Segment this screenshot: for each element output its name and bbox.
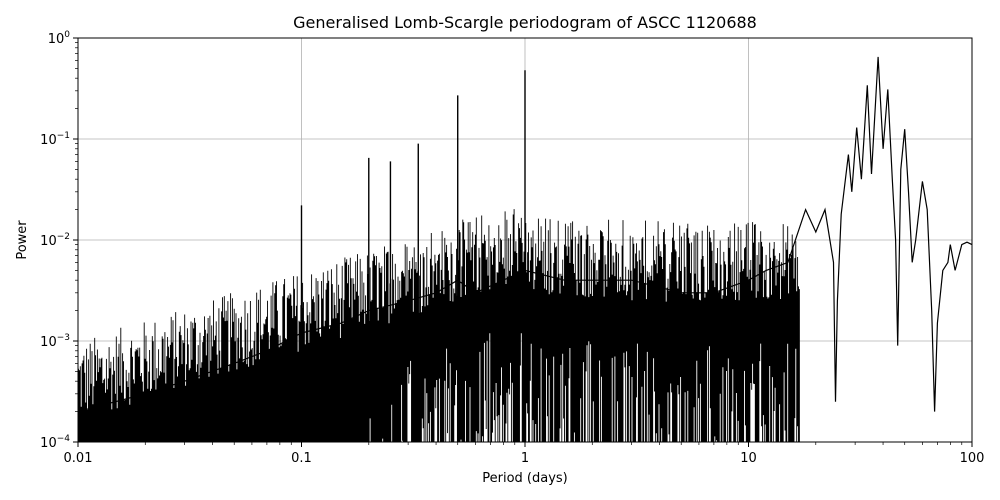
x-axis-label: Period (days) (482, 471, 568, 486)
x-tick-label: 100 (960, 451, 985, 466)
x-tick-label: 0.01 (64, 451, 93, 466)
y-tick-label: 10−4 (40, 434, 70, 451)
chart-title: Generalised Lomb-Scargle periodogram of … (293, 13, 757, 32)
y-axis-label: Power (15, 220, 30, 260)
y-tick-label: 100 (48, 30, 71, 47)
x-tick-label: 10 (740, 451, 757, 466)
periodogram-noise-forest (78, 209, 800, 442)
x-tick-label: 1 (521, 451, 529, 466)
y-tick-label: 10−3 (40, 333, 70, 350)
periodogram-line (77, 56, 973, 413)
y-axis-ticks: 10−4 10−3 10−2 10−1 100 (40, 30, 78, 451)
periodogram-peaks (300, 70, 526, 442)
y-tick-label: 10−1 (40, 131, 70, 148)
noise-strokes (78, 209, 800, 442)
y-tick-label: 10−2 (40, 232, 70, 249)
x-tick-label: 0.1 (291, 451, 312, 466)
x-axis-ticks: 0.01 0.1 1 10 100 (64, 442, 985, 466)
